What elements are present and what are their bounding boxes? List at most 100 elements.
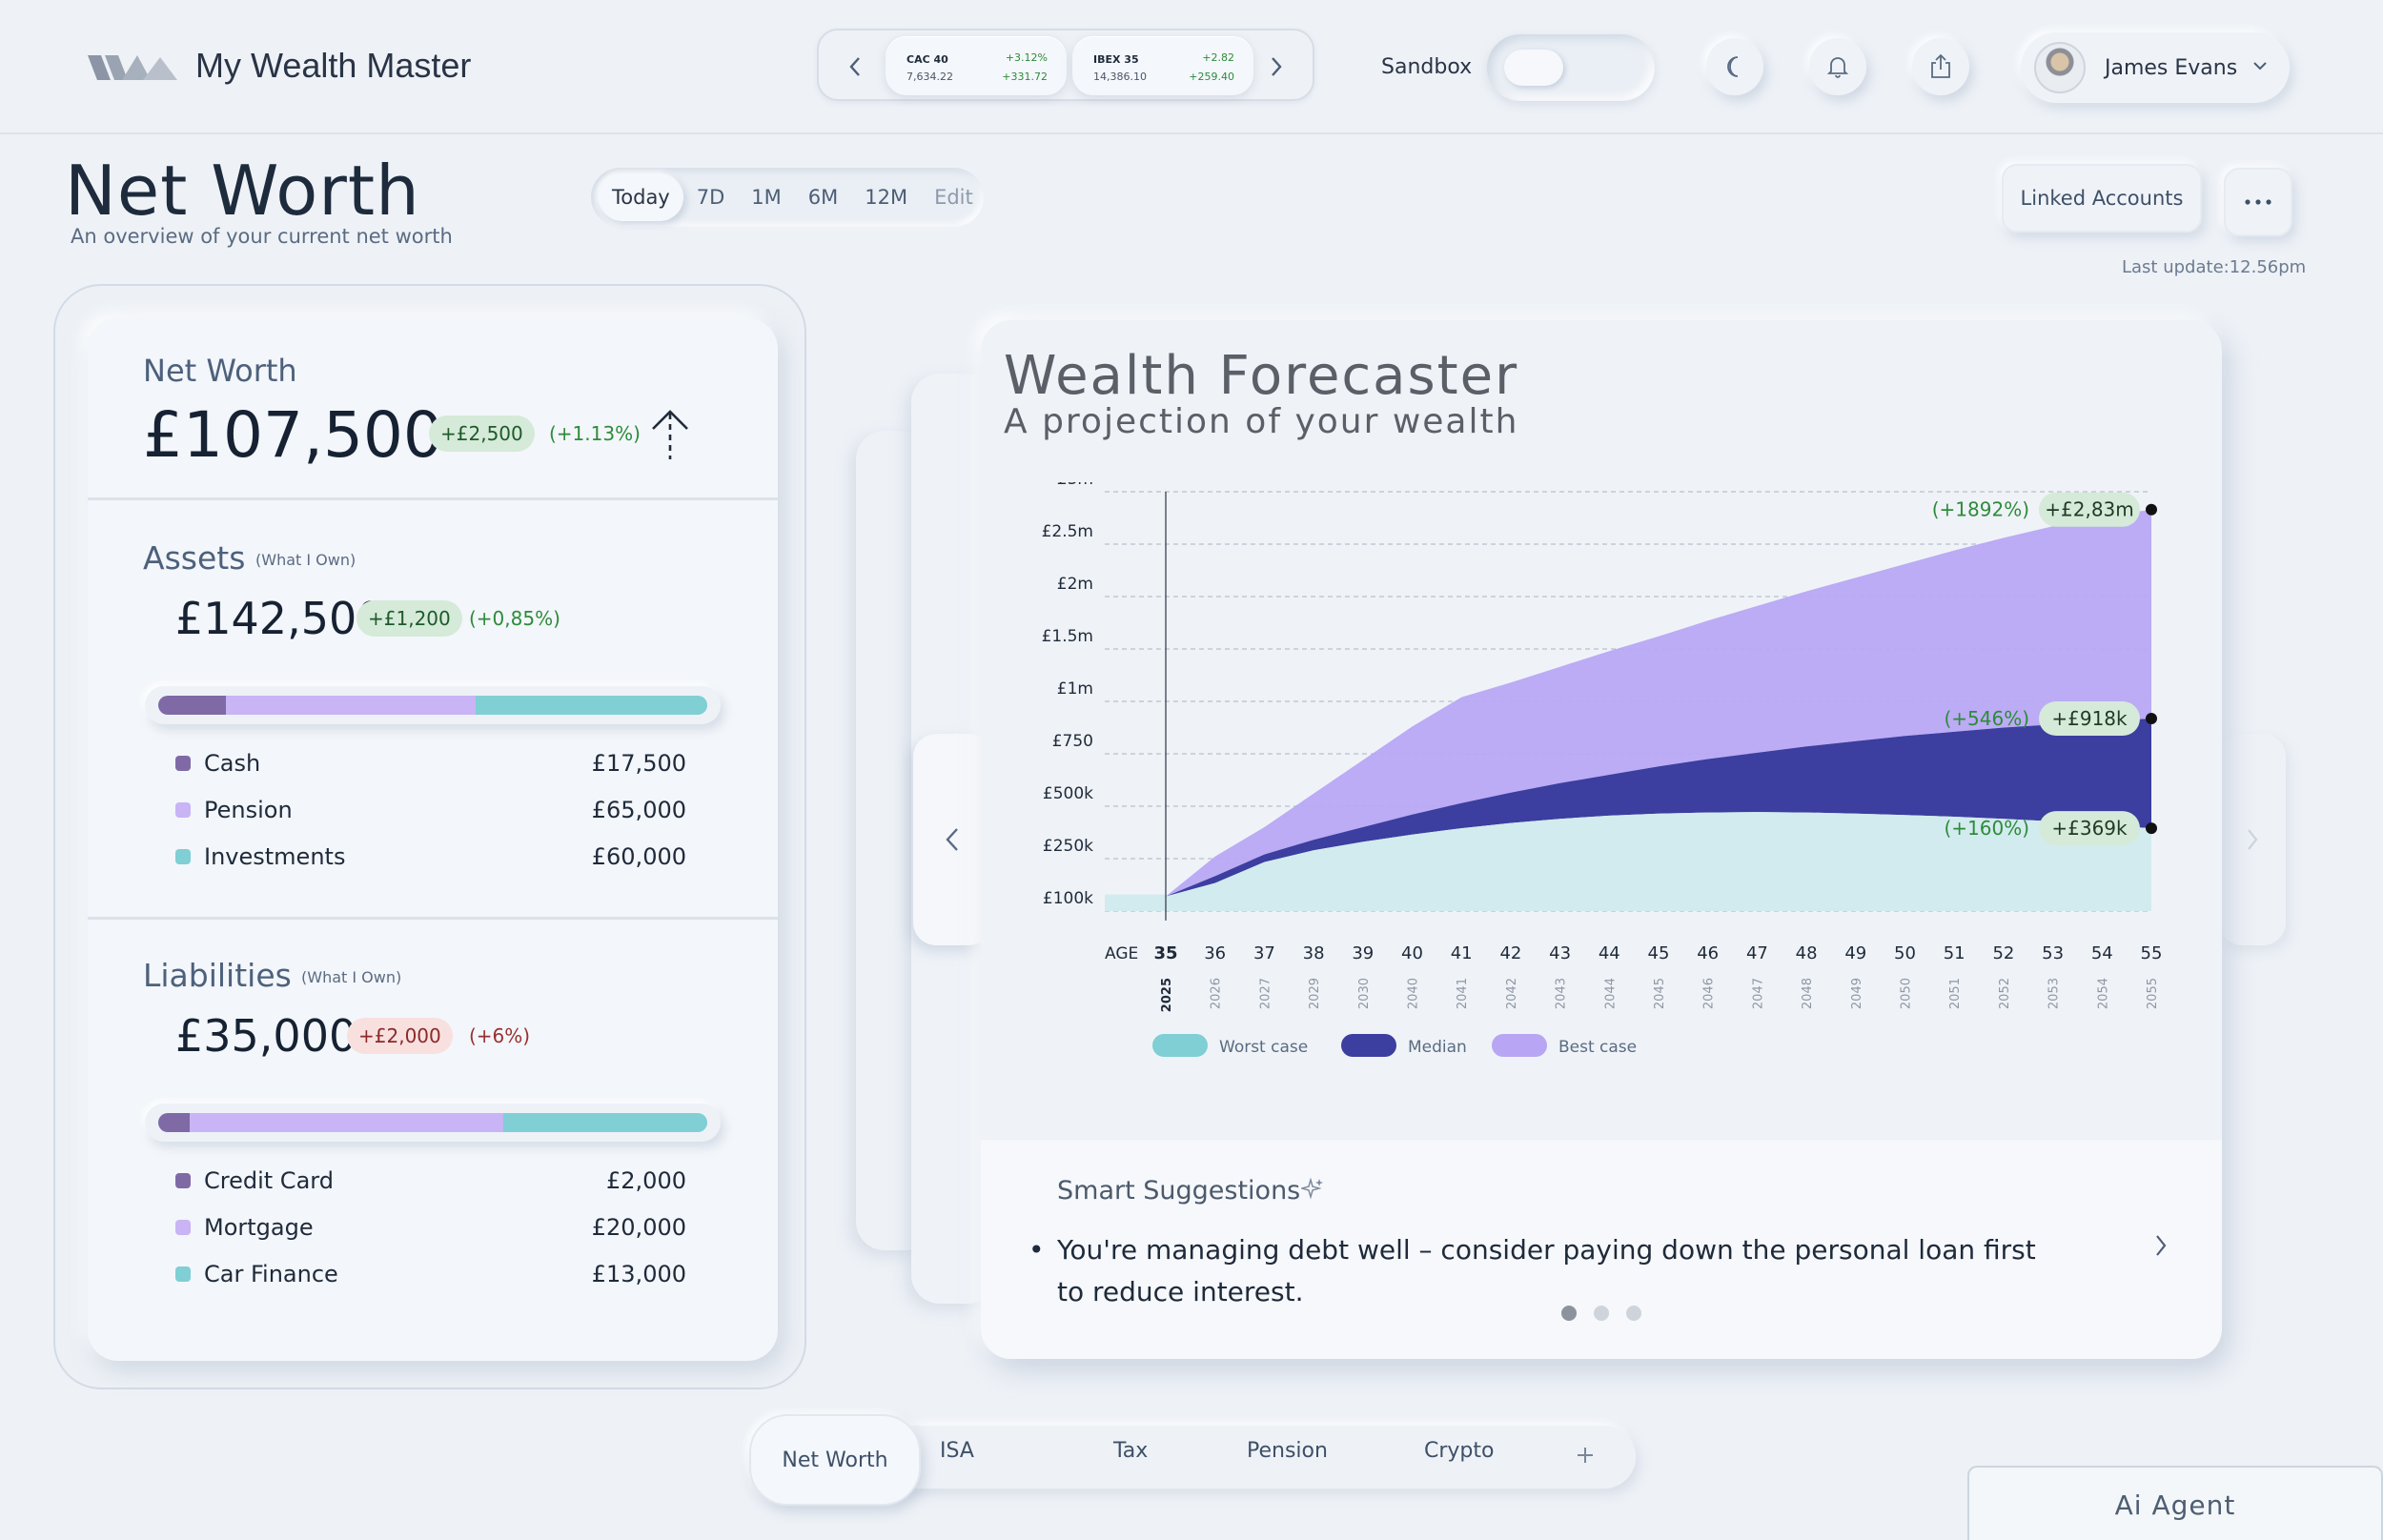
add-tab-icon[interactable] [1575,1445,1596,1466]
ticker-card-ibex35[interactable]: IBEX 35 14,386.10 +2.82 +259.40 [1072,36,1253,95]
sparkle-icon [1301,1178,1323,1200]
range-edit[interactable]: Edit [934,186,973,209]
ticker-pct: +2.82 [1202,51,1234,64]
x-tick-year: 2045 [1653,978,1667,1009]
linked-accounts-button[interactable]: Linked Accounts [2002,164,2202,233]
liabilities-pct: (+6%) [469,1024,531,1047]
logo-icon [88,55,177,80]
liabilities-title: Liabilities [143,957,292,994]
top-bar [0,0,2383,134]
asset-item-investments[interactable]: Investments £60,000 [175,841,686,873]
x-tick-year: 2046 [1702,978,1717,1009]
asset-value: £60,000 [591,843,686,870]
tab-tax[interactable]: Tax [1113,1439,1149,1463]
x-tick-year: 2029 [1308,978,1322,1009]
asset-item-cash[interactable]: Cash £17,500 [175,747,686,780]
page-title: Net Worth [65,151,420,231]
user-menu[interactable]: James Evans [2021,32,2290,103]
more-icon [2245,199,2271,205]
notifications-button[interactable] [1809,38,1866,95]
liability-name: Mortgage [204,1214,314,1241]
legend-label: Median [1408,1038,1467,1057]
app-title: My Wealth Master [195,46,472,85]
x-tick-age: 46 [1697,943,1719,963]
series-end-marker [2146,713,2157,725]
range-1m[interactable]: 1M [751,186,782,209]
x-tick-year: 2049 [1850,978,1864,1009]
x-tick-year: 2026 [1210,978,1224,1009]
share-button[interactable] [1912,38,1969,95]
series-end-badge [2039,492,2140,527]
legend-swatch [1492,1034,1547,1057]
ticker-prev-button[interactable] [842,53,868,80]
pagination-dot-2[interactable] [1594,1306,1609,1321]
x-tick-age: 49 [1844,943,1866,963]
liability-name: Credit Card [204,1167,334,1194]
legend-swatch [1152,1034,1208,1057]
asset-item-pension[interactable]: Pension £65,000 [175,794,686,826]
tab-isa[interactable]: ISA [940,1439,974,1463]
pagination-dot-1[interactable] [1561,1306,1577,1321]
legend-label: Best case [1558,1038,1637,1057]
y-tick-label: £250k [1043,837,1093,856]
range-today[interactable]: Today [599,173,683,221]
x-tick-age: 50 [1894,943,1916,963]
user-name: James Evans [2105,56,2238,80]
base-area [1105,894,1166,911]
more-options-button[interactable] [2224,168,2292,236]
section-divider [88,917,778,920]
x-tick-year: 2041 [1456,978,1470,1009]
avatar [2034,42,2086,93]
x-tick-year: 2042 [1505,978,1519,1009]
suggestions-title: Smart Suggestions [1057,1176,1301,1206]
x-tick-year: 2052 [1998,978,2012,1009]
series-end-value: +£918k [2051,707,2128,730]
liability-item-mortgage[interactable]: Mortgage £20,000 [175,1211,686,1244]
ticker-change: +331.72 [1002,71,1048,83]
ticker-card-cac40[interactable]: CAC 40 7,634.22 +3.12% +331.72 [886,36,1067,95]
time-range-selector: Today 7D 1M 6M 12M Edit [591,168,984,227]
x-tick-age: 52 [1992,943,2014,963]
range-12m[interactable]: 12M [865,186,908,209]
ticker-next-button[interactable] [1263,53,1290,80]
x-tick-age: 45 [1648,943,1670,963]
chevron-right-icon[interactable] [2153,1233,2169,1258]
tab-net-worth[interactable]: Net Worth [749,1414,921,1506]
assets-change-badge: +£1,200 [356,600,462,637]
sandbox-toggle[interactable] [1487,34,1655,101]
x-tick-age: 37 [1253,943,1275,963]
x-tick-year: 2051 [1948,978,1963,1009]
tab-crypto[interactable]: Crypto [1424,1439,1495,1463]
range-7d[interactable]: 7D [696,186,725,209]
asset-name: Investments [204,843,346,870]
x-tick-age: 39 [1352,943,1374,963]
range-6m[interactable]: 6M [807,186,839,209]
area-worst-case [1166,812,2151,911]
net-worth-pct: (+1.13%) [549,422,641,445]
liability-item-credit-card[interactable]: Credit Card £2,000 [175,1165,686,1197]
dark-mode-button[interactable] [1706,38,1763,95]
sandbox-label: Sandbox [1381,55,1473,79]
smart-suggestions-panel: Smart Suggestions • You're managing debt… [981,1140,2222,1359]
liability-item-car-finance[interactable]: Car Finance £13,000 [175,1258,686,1290]
liabilities-hint: (What I Own) [301,968,402,986]
asset-name: Cash [204,750,261,777]
chevron-left-icon [946,828,958,851]
pagination-dot-3[interactable] [1626,1306,1641,1321]
net-worth-value: £107,500 [143,398,443,472]
series-end-marker [2146,503,2157,516]
bar-segment-credit-card [158,1113,190,1132]
mortgage-swatch [175,1220,191,1235]
carousel-next-button[interactable] [2219,734,2286,945]
series-end-badge [2039,701,2140,737]
suggestion-text: You're managing debt well – consider pay… [1057,1234,2036,1307]
carousel-prev-button[interactable] [913,734,991,945]
tab-pension[interactable]: Pension [1247,1439,1328,1463]
legend-swatch [1341,1034,1396,1057]
assets-bar-fill [158,696,707,715]
investments-swatch [175,849,191,864]
y-tick-label: £1m [1057,679,1093,699]
app-logo [88,44,179,91]
ai-agent-button[interactable]: Ai Agent [1967,1466,2383,1540]
y-tick-label: £2.5m [1042,522,1093,541]
